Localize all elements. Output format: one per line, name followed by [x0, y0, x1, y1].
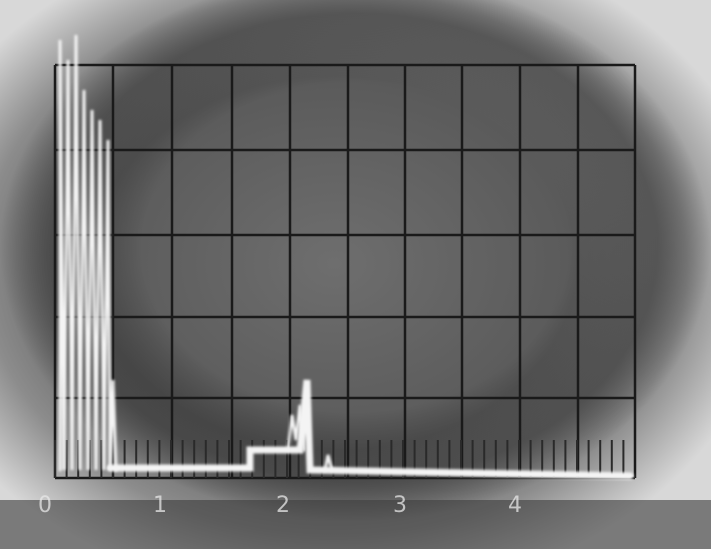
bezel [0, 500, 711, 549]
scale-label: 0 [38, 493, 52, 518]
scale-label: 2 [276, 493, 290, 518]
scale-label: 3 [393, 493, 407, 518]
oscilloscope-photo: 0 1 2 3 4 [0, 0, 711, 549]
scale-label: 1 [153, 493, 167, 518]
scale-label: 4 [508, 493, 522, 518]
